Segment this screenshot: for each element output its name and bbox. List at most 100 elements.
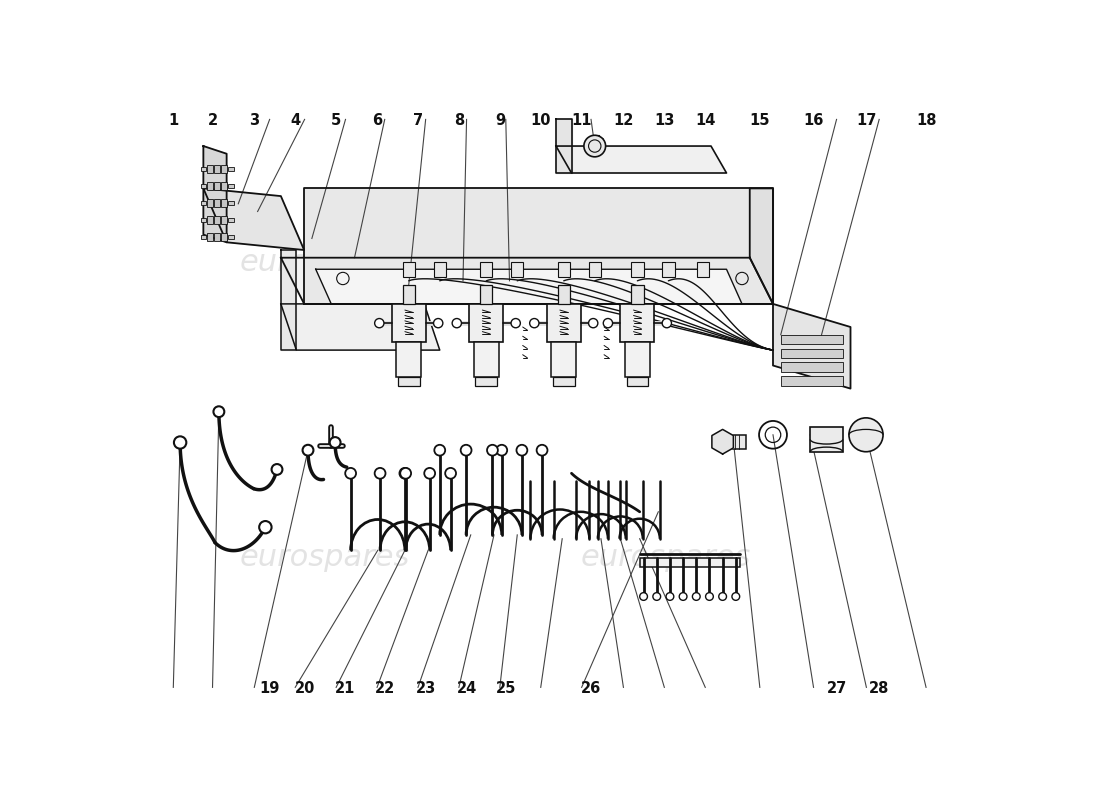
Text: 5: 5 bbox=[331, 113, 341, 128]
Bar bbox=[396, 342, 421, 377]
Bar bbox=[228, 184, 233, 188]
Bar bbox=[512, 262, 524, 277]
Bar bbox=[201, 218, 207, 222]
Circle shape bbox=[640, 593, 648, 600]
Text: 12: 12 bbox=[613, 113, 634, 128]
Polygon shape bbox=[750, 188, 773, 304]
Text: 18: 18 bbox=[916, 113, 936, 128]
Circle shape bbox=[718, 593, 726, 600]
Text: 1: 1 bbox=[168, 113, 178, 128]
Bar bbox=[558, 262, 570, 277]
Bar bbox=[201, 167, 207, 171]
Circle shape bbox=[330, 437, 341, 448]
Bar bbox=[480, 262, 493, 277]
Bar bbox=[207, 216, 212, 224]
Text: 2: 2 bbox=[208, 113, 218, 128]
Bar bbox=[221, 166, 227, 173]
Text: 15: 15 bbox=[749, 113, 770, 128]
Text: 28: 28 bbox=[869, 681, 890, 696]
Bar bbox=[201, 234, 207, 239]
Polygon shape bbox=[280, 304, 440, 350]
Bar bbox=[470, 304, 504, 342]
Bar bbox=[640, 558, 740, 567]
Bar bbox=[781, 349, 843, 358]
Bar bbox=[547, 304, 581, 342]
Text: eurospares: eurospares bbox=[240, 543, 410, 573]
Text: 9: 9 bbox=[495, 113, 505, 128]
Text: 11: 11 bbox=[571, 113, 592, 128]
Circle shape bbox=[653, 593, 661, 600]
Circle shape bbox=[732, 593, 739, 600]
Text: 3: 3 bbox=[250, 113, 260, 128]
Circle shape bbox=[213, 406, 224, 417]
Text: 20: 20 bbox=[295, 681, 315, 696]
Circle shape bbox=[537, 445, 548, 455]
Bar bbox=[228, 234, 233, 239]
Bar bbox=[781, 362, 843, 372]
Bar bbox=[201, 201, 207, 206]
Bar bbox=[214, 166, 220, 173]
Bar bbox=[214, 216, 220, 224]
Bar bbox=[475, 377, 497, 386]
Bar bbox=[551, 342, 576, 377]
Circle shape bbox=[452, 318, 462, 328]
Text: 6: 6 bbox=[372, 113, 382, 128]
Bar bbox=[631, 285, 644, 304]
Bar bbox=[726, 434, 746, 449]
Circle shape bbox=[260, 521, 272, 534]
Bar bbox=[207, 199, 212, 207]
Circle shape bbox=[434, 445, 446, 455]
Polygon shape bbox=[280, 258, 773, 304]
Bar bbox=[625, 342, 650, 377]
Circle shape bbox=[588, 318, 598, 328]
Text: 25: 25 bbox=[496, 681, 516, 696]
Polygon shape bbox=[304, 188, 773, 304]
Bar bbox=[221, 233, 227, 241]
Polygon shape bbox=[556, 119, 572, 173]
Bar bbox=[228, 218, 233, 222]
Text: eurospares: eurospares bbox=[581, 543, 751, 573]
Polygon shape bbox=[773, 304, 850, 389]
Polygon shape bbox=[556, 146, 726, 173]
Circle shape bbox=[705, 593, 713, 600]
Circle shape bbox=[530, 318, 539, 328]
Bar bbox=[221, 182, 227, 190]
Bar bbox=[403, 285, 415, 304]
Text: 27: 27 bbox=[826, 681, 847, 696]
Bar bbox=[201, 184, 207, 188]
Bar bbox=[697, 262, 710, 277]
Bar bbox=[558, 285, 570, 304]
Text: 19: 19 bbox=[260, 681, 279, 696]
Text: 22: 22 bbox=[375, 681, 395, 696]
Bar bbox=[221, 216, 227, 224]
Circle shape bbox=[679, 593, 688, 600]
Text: 14: 14 bbox=[695, 113, 715, 128]
Text: 26: 26 bbox=[581, 681, 602, 696]
Bar bbox=[392, 304, 426, 342]
Text: 10: 10 bbox=[530, 113, 551, 128]
Polygon shape bbox=[280, 250, 296, 350]
Text: 17: 17 bbox=[856, 113, 877, 128]
Circle shape bbox=[849, 418, 883, 452]
Bar bbox=[207, 166, 212, 173]
Bar bbox=[214, 182, 220, 190]
Circle shape bbox=[272, 464, 283, 475]
Circle shape bbox=[487, 445, 498, 455]
Circle shape bbox=[345, 468, 356, 478]
Circle shape bbox=[662, 318, 671, 328]
Text: 16: 16 bbox=[803, 113, 824, 128]
Text: 4: 4 bbox=[290, 113, 300, 128]
Bar bbox=[207, 233, 212, 241]
Bar bbox=[553, 377, 574, 386]
Polygon shape bbox=[204, 188, 304, 250]
Bar bbox=[214, 199, 220, 207]
Circle shape bbox=[174, 436, 186, 449]
Bar bbox=[781, 334, 843, 344]
Bar bbox=[228, 201, 233, 206]
Circle shape bbox=[512, 318, 520, 328]
Circle shape bbox=[496, 445, 507, 455]
Circle shape bbox=[375, 468, 385, 478]
Text: 23: 23 bbox=[416, 681, 436, 696]
Bar bbox=[627, 377, 648, 386]
Circle shape bbox=[433, 318, 443, 328]
